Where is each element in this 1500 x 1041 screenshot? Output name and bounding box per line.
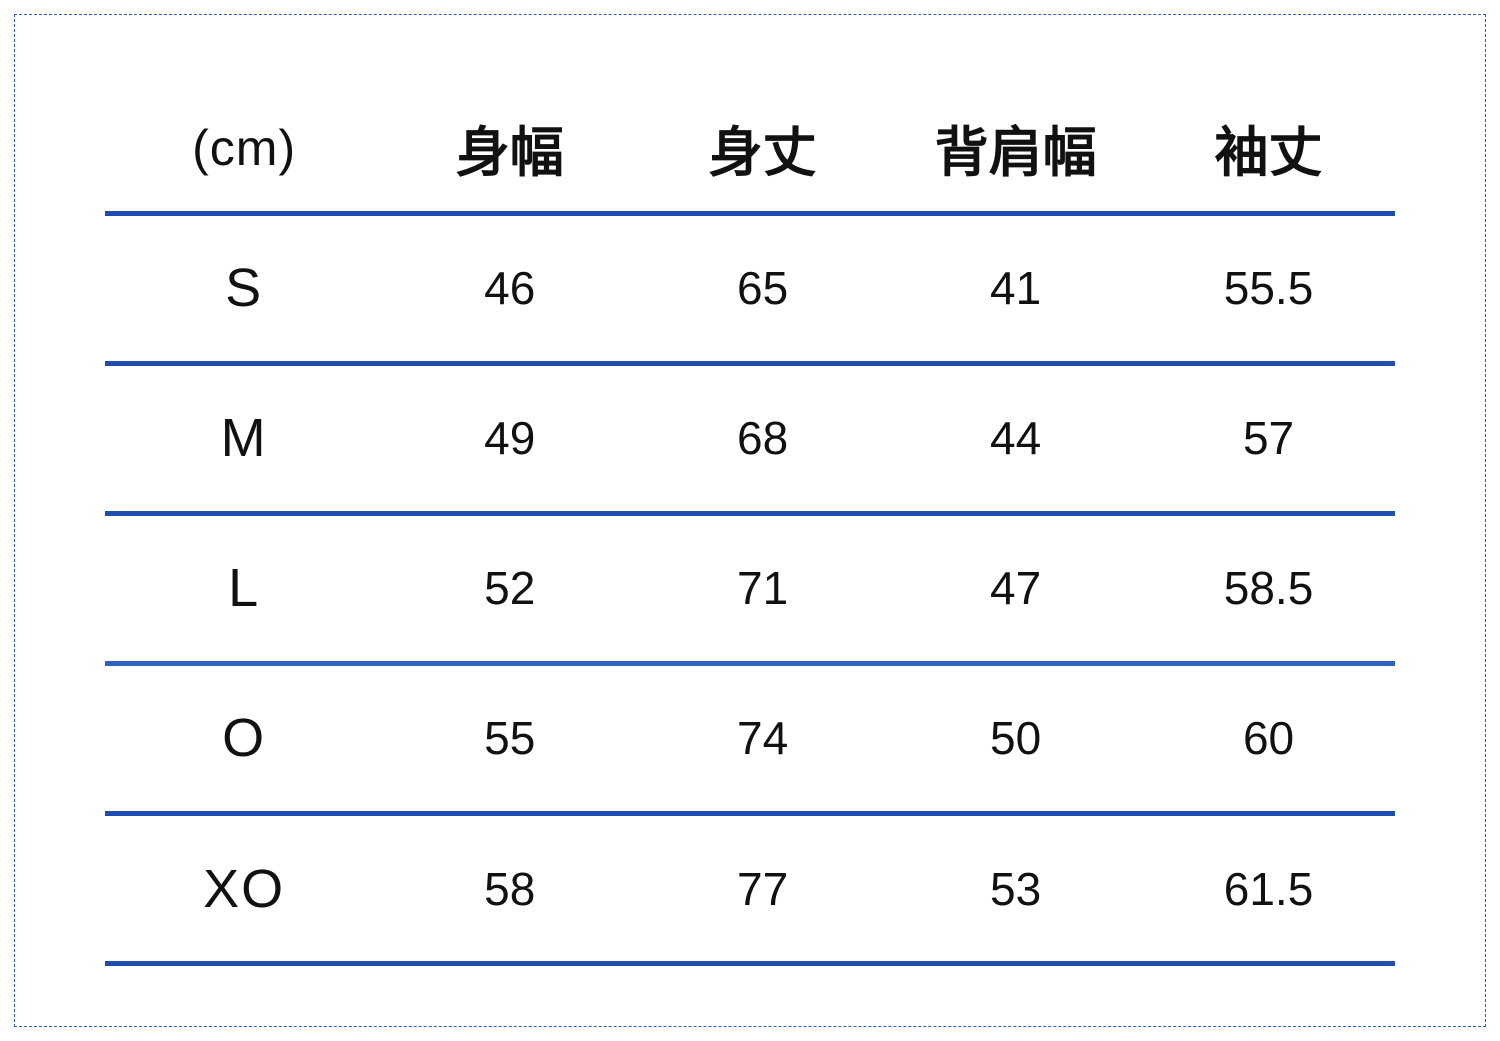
table-row: XO 58 77 53 61.5 <box>105 816 1395 961</box>
col-header: 身幅 <box>383 108 636 187</box>
table-row: S 46 65 41 55.5 <box>105 216 1395 361</box>
size-label: XO <box>105 858 383 920</box>
cell-value: 74 <box>636 711 889 765</box>
cell-value: 41 <box>889 261 1142 315</box>
size-label: M <box>105 407 383 469</box>
cell-value: 50 <box>889 711 1142 765</box>
col-header: 背肩幅 <box>889 108 1142 187</box>
cell-value: 55.5 <box>1142 261 1395 315</box>
cell-value: 53 <box>889 862 1142 916</box>
table-row: L 52 71 47 58.5 <box>105 516 1395 661</box>
table-header-row: (cm) 身幅 身丈 背肩幅 袖丈 <box>105 85 1395 211</box>
table-corner-label: (cm) <box>105 119 383 177</box>
size-label: L <box>105 557 383 619</box>
cell-value: 58 <box>383 862 636 916</box>
col-header: 身丈 <box>636 108 889 187</box>
cell-value: 61.5 <box>1142 862 1395 916</box>
table-row: M 49 68 44 57 <box>105 366 1395 511</box>
cell-value: 77 <box>636 862 889 916</box>
cell-value: 44 <box>889 411 1142 465</box>
cell-value: 57 <box>1142 411 1395 465</box>
cell-value: 46 <box>383 261 636 315</box>
cell-value: 71 <box>636 561 889 615</box>
cell-value: 55 <box>383 711 636 765</box>
cell-value: 65 <box>636 261 889 315</box>
size-table-panel: (cm) 身幅 身丈 背肩幅 袖丈 S 46 65 41 55.5 M 49 6… <box>14 14 1486 1027</box>
size-label: S <box>105 257 383 319</box>
row-divider <box>105 961 1395 966</box>
cell-value: 49 <box>383 411 636 465</box>
cell-value: 47 <box>889 561 1142 615</box>
size-label: O <box>105 707 383 769</box>
page-frame: (cm) 身幅 身丈 背肩幅 袖丈 S 46 65 41 55.5 M 49 6… <box>0 0 1500 1041</box>
cell-value: 58.5 <box>1142 561 1395 615</box>
cell-value: 52 <box>383 561 636 615</box>
col-header: 袖丈 <box>1142 108 1395 187</box>
cell-value: 68 <box>636 411 889 465</box>
cell-value: 60 <box>1142 711 1395 765</box>
table-row: O 55 74 50 60 <box>105 666 1395 811</box>
